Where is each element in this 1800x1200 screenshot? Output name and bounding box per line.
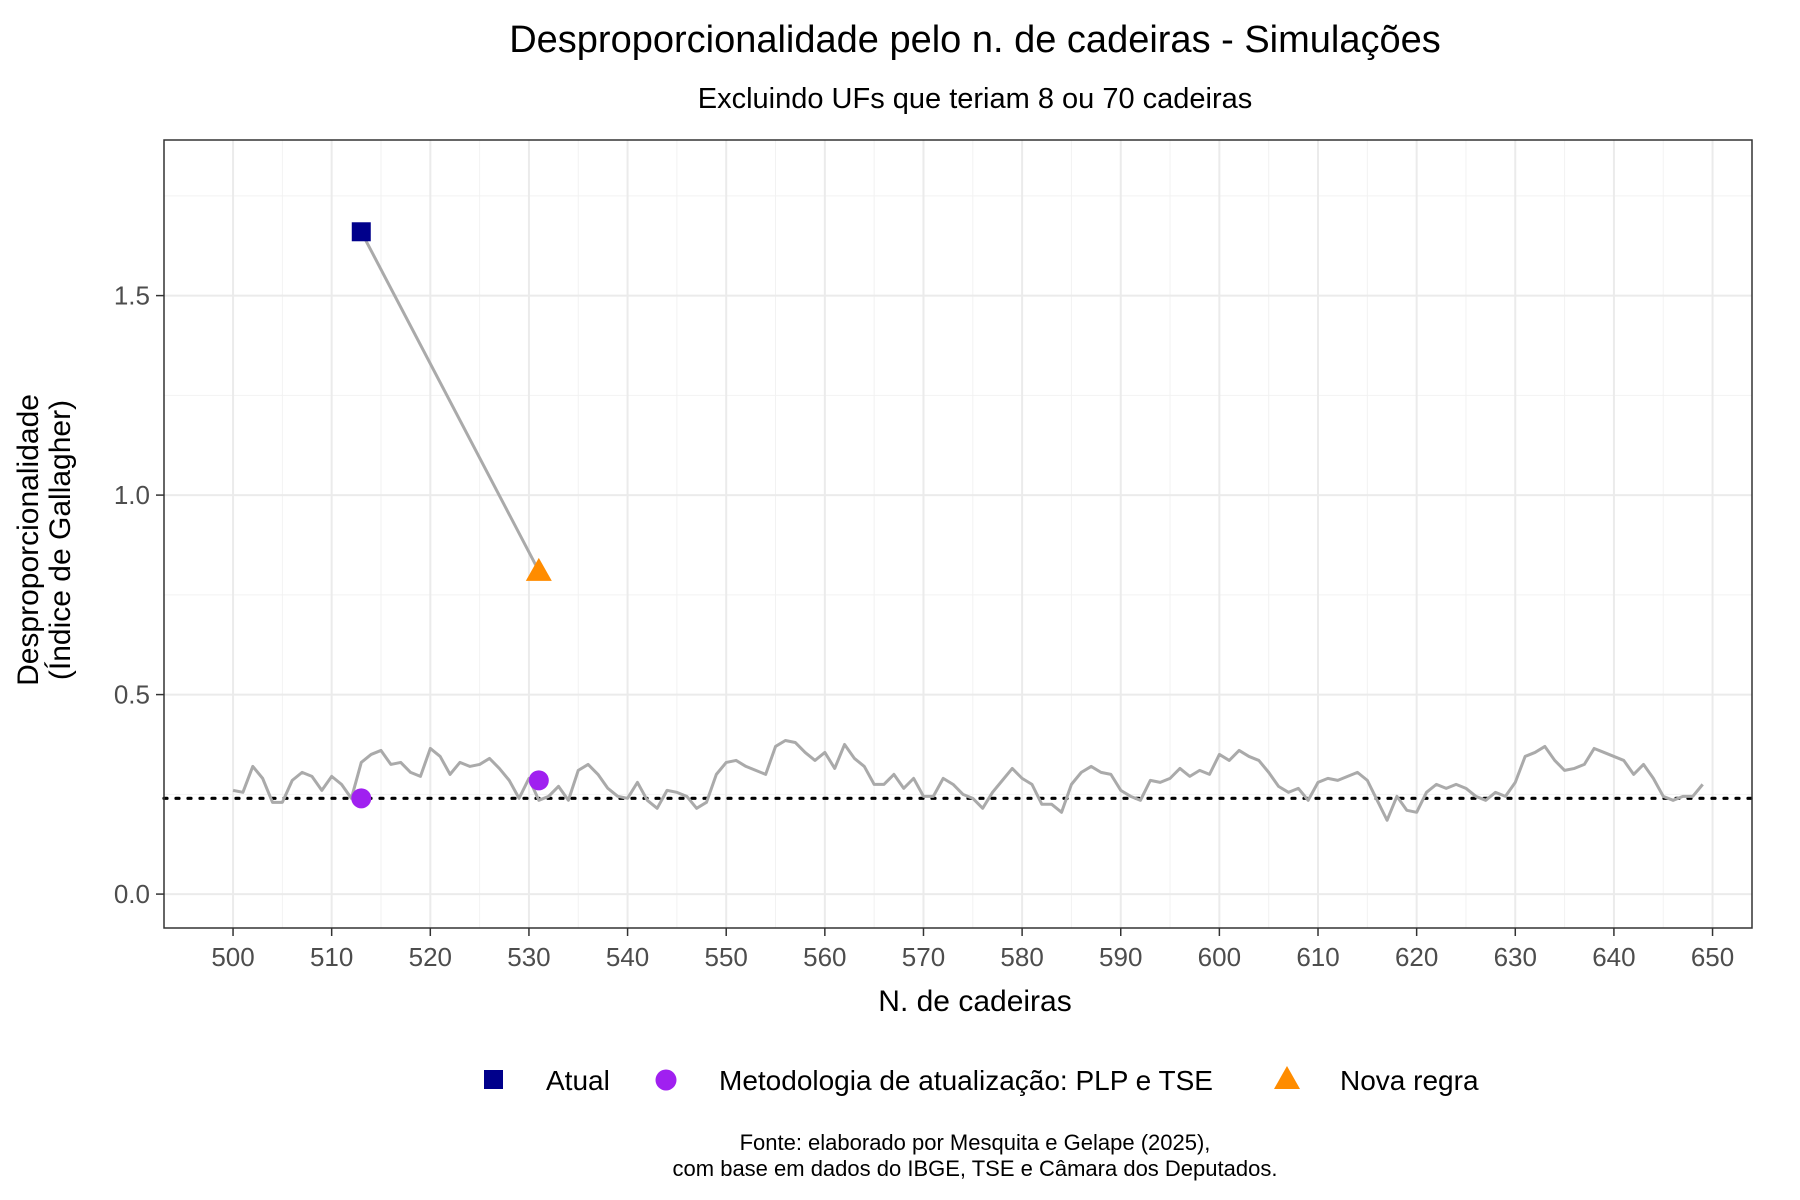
simulation-line xyxy=(232,738,1704,822)
legend-label-metodologia: Metodologia de atualização: PLP e TSE xyxy=(719,1065,1213,1096)
x-tick-label: 580 xyxy=(1000,942,1043,972)
x-tick-label: 590 xyxy=(1099,942,1142,972)
markers xyxy=(351,222,552,809)
axis-ticks: 500 510 520 530 540 550 560 570 580 590 600 610 620 6… xyxy=(114,281,1734,972)
simulation-line-group xyxy=(232,738,1704,822)
x-tick-label: 540 xyxy=(606,942,649,972)
x-tick-label: 610 xyxy=(1296,942,1339,972)
marker-metodologia xyxy=(528,770,549,791)
marker-metodologia xyxy=(351,788,372,809)
x-tick-label: 650 xyxy=(1691,942,1734,972)
x-tick-label: 530 xyxy=(507,942,550,972)
y-tick-label: 1.0 xyxy=(114,480,150,510)
x-tick-label: 640 xyxy=(1592,942,1635,972)
grid xyxy=(164,140,1752,928)
legend-key-atual xyxy=(484,1070,503,1089)
caption-line-1: Fonte: elaborado por Mesquita e Gelape (… xyxy=(740,1130,1211,1155)
x-tick-label: 500 xyxy=(211,942,254,972)
connector-line xyxy=(359,231,541,572)
x-tick-label: 560 xyxy=(803,942,846,972)
y-axis-title-line-1: Desproporcionalidade xyxy=(12,394,45,686)
legend-label-atual: Atual xyxy=(546,1065,610,1096)
x-axis-title: N. de cadeiras xyxy=(878,985,1071,1018)
x-tick-label: 550 xyxy=(705,942,748,972)
caption-line-2: com base em dados do IBGE, TSE e Câmara … xyxy=(673,1156,1278,1181)
marker-nova-regra xyxy=(525,557,552,581)
y-axis-title-line-2: (Índice de Gallagher) xyxy=(44,400,77,680)
y-tick-label: 1.5 xyxy=(114,281,150,311)
x-tick-label: 600 xyxy=(1198,942,1241,972)
legend: Atual Metodologia de atualização: PLP e … xyxy=(484,1065,1479,1096)
x-tick-label: 510 xyxy=(310,942,353,972)
legend-key-nova-regra xyxy=(1274,1066,1300,1089)
chart-title: Desproporcionalidade pelo n. de cadeiras… xyxy=(509,19,1441,61)
x-tick-label: 570 xyxy=(902,942,945,972)
y-axis-title: Desproporcionalidade (Índice de Gallaghe… xyxy=(12,394,77,686)
panel-border xyxy=(163,139,1753,929)
x-tick-label: 620 xyxy=(1395,942,1438,972)
legend-label-nova-regra: Nova regra xyxy=(1340,1065,1479,1096)
legend-key-metodologia xyxy=(655,1069,677,1091)
x-tick-label: 630 xyxy=(1494,942,1537,972)
y-tick-label: 0.5 xyxy=(114,680,150,710)
x-tick-label: 520 xyxy=(409,942,452,972)
chart-subtitle: Excluindo UFs que teriam 8 ou 70 cadeira… xyxy=(698,83,1253,115)
y-tick-label: 0.0 xyxy=(114,879,150,909)
marker-atual xyxy=(351,222,371,242)
